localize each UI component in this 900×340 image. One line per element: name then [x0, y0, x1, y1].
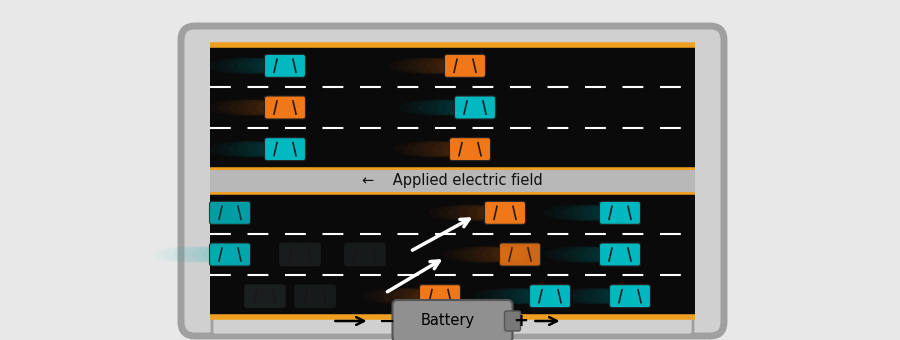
Ellipse shape [501, 246, 526, 262]
FancyBboxPatch shape [345, 243, 385, 266]
Ellipse shape [266, 58, 292, 74]
Ellipse shape [266, 141, 292, 157]
FancyBboxPatch shape [599, 201, 641, 224]
Text: +: + [513, 312, 528, 330]
Ellipse shape [446, 58, 472, 74]
Ellipse shape [611, 288, 636, 304]
Ellipse shape [256, 99, 289, 116]
Ellipse shape [221, 246, 239, 262]
Bar [210, 45, 695, 170]
FancyBboxPatch shape [529, 285, 571, 308]
FancyBboxPatch shape [454, 96, 496, 119]
FancyBboxPatch shape [265, 96, 305, 119]
Ellipse shape [452, 141, 476, 157]
FancyBboxPatch shape [265, 138, 305, 161]
Ellipse shape [541, 288, 559, 304]
Ellipse shape [522, 288, 554, 304]
Ellipse shape [421, 288, 446, 304]
FancyBboxPatch shape [609, 285, 651, 308]
Ellipse shape [621, 288, 639, 304]
Ellipse shape [592, 205, 624, 221]
Ellipse shape [276, 141, 294, 157]
Bar [210, 170, 695, 192]
FancyBboxPatch shape [280, 243, 320, 266]
FancyBboxPatch shape [484, 201, 526, 224]
FancyBboxPatch shape [445, 54, 485, 77]
FancyBboxPatch shape [505, 311, 520, 331]
Ellipse shape [456, 99, 482, 116]
FancyBboxPatch shape [265, 54, 305, 77]
Ellipse shape [256, 58, 289, 74]
Ellipse shape [436, 58, 469, 74]
Ellipse shape [477, 205, 508, 221]
Ellipse shape [202, 246, 233, 262]
FancyBboxPatch shape [599, 243, 641, 266]
Ellipse shape [511, 246, 529, 262]
Ellipse shape [611, 246, 629, 262]
Bar [210, 192, 695, 317]
Ellipse shape [486, 205, 511, 221]
Ellipse shape [592, 246, 624, 262]
Ellipse shape [601, 246, 626, 262]
FancyBboxPatch shape [500, 243, 541, 266]
Ellipse shape [466, 99, 484, 116]
FancyBboxPatch shape [181, 26, 724, 336]
Ellipse shape [601, 205, 626, 221]
FancyBboxPatch shape [294, 285, 336, 308]
Ellipse shape [276, 58, 294, 74]
FancyBboxPatch shape [245, 285, 285, 308]
Ellipse shape [496, 205, 514, 221]
FancyBboxPatch shape [210, 243, 250, 266]
Ellipse shape [602, 288, 634, 304]
Ellipse shape [431, 288, 449, 304]
Ellipse shape [461, 141, 479, 157]
Text: Battery: Battery [420, 313, 474, 328]
Ellipse shape [442, 141, 473, 157]
Text: −: − [379, 311, 396, 330]
Ellipse shape [266, 99, 292, 116]
FancyBboxPatch shape [212, 307, 693, 335]
Ellipse shape [531, 288, 556, 304]
FancyBboxPatch shape [419, 285, 461, 308]
Ellipse shape [456, 58, 474, 74]
Ellipse shape [212, 246, 236, 262]
Ellipse shape [491, 246, 524, 262]
FancyBboxPatch shape [449, 138, 491, 161]
FancyBboxPatch shape [210, 201, 250, 224]
Ellipse shape [446, 99, 479, 116]
Ellipse shape [611, 205, 629, 221]
Ellipse shape [256, 141, 289, 157]
FancyBboxPatch shape [392, 300, 512, 340]
Ellipse shape [412, 288, 444, 304]
Ellipse shape [276, 99, 294, 116]
Text: ←    Applied electric field: ← Applied electric field [362, 173, 543, 188]
